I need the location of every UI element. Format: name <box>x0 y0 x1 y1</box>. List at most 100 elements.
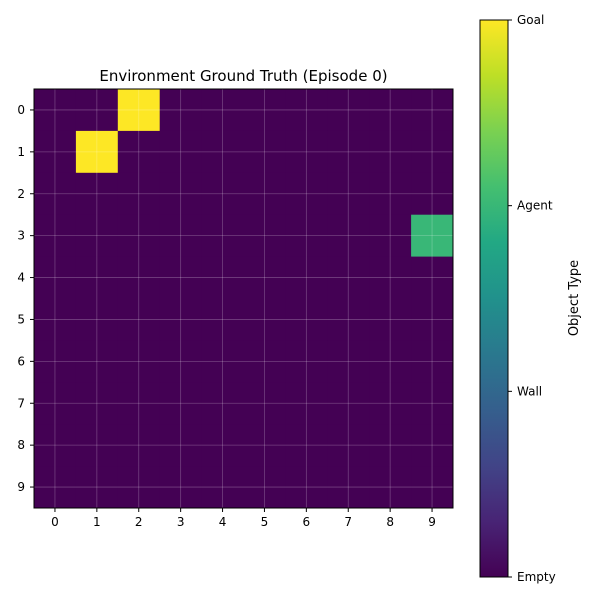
heatmap-cell-r5-c3 <box>159 298 202 341</box>
heatmap-cell-r6-c6 <box>285 340 328 383</box>
heatmap-cell-r2-c4 <box>201 172 244 216</box>
heatmap-cell-r3-c1 <box>75 214 119 257</box>
y-tick-label-0: 0 <box>17 103 25 117</box>
heatmap-cell-r8-c5 <box>243 424 286 467</box>
y-tick-label-7: 7 <box>17 396 25 410</box>
heatmap-cell-r6-c1 <box>75 340 119 383</box>
heatmap-cell-r0-c2 <box>117 89 161 132</box>
heatmap-cells <box>34 89 454 509</box>
heatmap-cell-r6-c7 <box>327 340 370 383</box>
heatmap-cell-r1-c9 <box>411 130 454 174</box>
heatmap-cell-r9-c1 <box>75 466 119 509</box>
heatmap-cell-r9-c5 <box>243 466 286 509</box>
x-tick-label-2: 2 <box>135 515 143 529</box>
heatmap-cell-r8-c7 <box>327 424 370 467</box>
heatmap-cell-r4-c0 <box>34 256 77 299</box>
heatmap-cell-r8-c8 <box>369 424 412 467</box>
x-tick-label-4: 4 <box>219 515 227 529</box>
x-axis: 0 1 2 3 4 5 6 7 8 9 <box>51 508 436 529</box>
heatmap-cell-r6-c9 <box>411 340 454 383</box>
heatmap-cell-r2-c7 <box>327 172 370 216</box>
plot-frame <box>33 88 454 509</box>
heatmap-cell-r2-c1 <box>75 172 119 216</box>
y-axis: 0 1 2 3 4 5 6 7 8 9 <box>17 103 34 494</box>
heatmap-cell-r4-c8 <box>369 256 412 299</box>
heatmap-cell-r3-c2 <box>117 214 161 257</box>
heatmap-cell-r0-c5 <box>243 89 286 132</box>
heatmap-cell-r7-c0 <box>34 382 77 425</box>
heatmap-cell-r2-c9 <box>411 172 454 216</box>
x-tick-label-1: 1 <box>93 515 101 529</box>
heatmap-cell-r7-c1 <box>75 382 119 425</box>
heatmap-cell-r0-c3 <box>159 89 202 132</box>
heatmap-cell-r6-c4 <box>201 340 244 383</box>
heatmap-cell-r2-c8 <box>369 172 412 216</box>
heatmap-cell-r9-c7 <box>327 466 370 509</box>
colorbar-tick-label-1: Wall <box>517 384 542 398</box>
heatmap-cell-r2-c0 <box>34 172 77 216</box>
heatmap-cell-r8-c4 <box>201 424 244 467</box>
heatmap-cell-r0-c6 <box>285 89 328 132</box>
heatmap-cell-r5-c0 <box>34 298 77 341</box>
heatmap-cell-r3-c0 <box>34 214 77 257</box>
heatmap-cell-r7-c5 <box>243 382 286 425</box>
x-tick-label-7: 7 <box>344 515 352 529</box>
heatmap-cell-r3-c8 <box>369 214 412 257</box>
heatmap-cell-r4-c4 <box>201 256 244 299</box>
heatmap-cell-r3-c5 <box>243 214 286 257</box>
heatmap-cell-r2-c3 <box>159 172 202 216</box>
heatmap-cell-r9-c4 <box>201 466 244 509</box>
x-tick-label-6: 6 <box>303 515 311 529</box>
x-tick-label-8: 8 <box>386 515 394 529</box>
heatmap-cell-r0-c0 <box>34 89 77 132</box>
heatmap-cell-r4-c5 <box>243 256 286 299</box>
y-tick-label-1: 1 <box>17 145 25 159</box>
heatmap-cell-r1-c2 <box>117 130 161 174</box>
heatmap-cell-r4-c3 <box>159 256 202 299</box>
y-tick-label-6: 6 <box>17 354 25 368</box>
heatmap-cell-r7-c3 <box>159 382 202 425</box>
y-tick-label-2: 2 <box>17 187 25 201</box>
heatmap-cell-r5-c7 <box>327 298 370 341</box>
chart-title: Environment Ground Truth (Episode 0) <box>99 67 387 85</box>
heatmap-cell-r5-c5 <box>243 298 286 341</box>
heatmap-cell-r0-c7 <box>327 89 370 132</box>
grid-lines <box>34 89 453 508</box>
heatmap-cell-r1-c3 <box>159 130 202 174</box>
heatmap-cell-r5-c6 <box>285 298 328 341</box>
heatmap-cell-r1-c5 <box>243 130 286 174</box>
heatmap-cell-r7-c4 <box>201 382 244 425</box>
heatmap-cell-r0-c4 <box>201 89 244 132</box>
heatmap-cell-r8-c2 <box>117 424 161 467</box>
colorbar-label: Object Type <box>567 260 582 336</box>
heatmap-cell-r1-c1 <box>75 130 119 174</box>
colorbar-tick-label-0: Empty <box>517 570 556 584</box>
heatmap-cell-r0-c9 <box>411 89 454 132</box>
heatmap-cell-r7-c2 <box>117 382 161 425</box>
colorbar-tick-label-3: Goal <box>517 13 544 27</box>
heatmap-cell-r4-c1 <box>75 256 119 299</box>
heatmap-cell-r1-c7 <box>327 130 370 174</box>
heatmap-cell-r4-c9 <box>411 256 454 299</box>
heatmap-cell-r1-c8 <box>369 130 412 174</box>
heatmap-cell-r7-c7 <box>327 382 370 425</box>
heatmap-cell-r2-c6 <box>285 172 328 216</box>
heatmap-cell-r5-c9 <box>411 298 454 341</box>
heatmap-cell-r8-c3 <box>159 424 202 467</box>
heatmap-cell-r5-c4 <box>201 298 244 341</box>
y-tick-label-3: 3 <box>17 229 25 243</box>
heatmap-cell-r6-c3 <box>159 340 202 383</box>
heatmap-cell-r8-c6 <box>285 424 328 467</box>
heatmap-cell-r7-c6 <box>285 382 328 425</box>
y-tick-label-9: 9 <box>17 480 25 494</box>
colorbar <box>479 19 509 578</box>
heatmap-cell-r8-c1 <box>75 424 119 467</box>
heatmap-cell-r6-c2 <box>117 340 161 383</box>
heatmap-cell-r5-c1 <box>75 298 119 341</box>
heatmap-cell-r5-c8 <box>369 298 412 341</box>
colorbar-ticks: Empty Wall Agent Goal <box>508 13 556 584</box>
colorbar-tick-label-2: Agent <box>517 199 553 213</box>
x-tick-label-9: 9 <box>428 515 436 529</box>
heatmap-cell-r4-c7 <box>327 256 370 299</box>
